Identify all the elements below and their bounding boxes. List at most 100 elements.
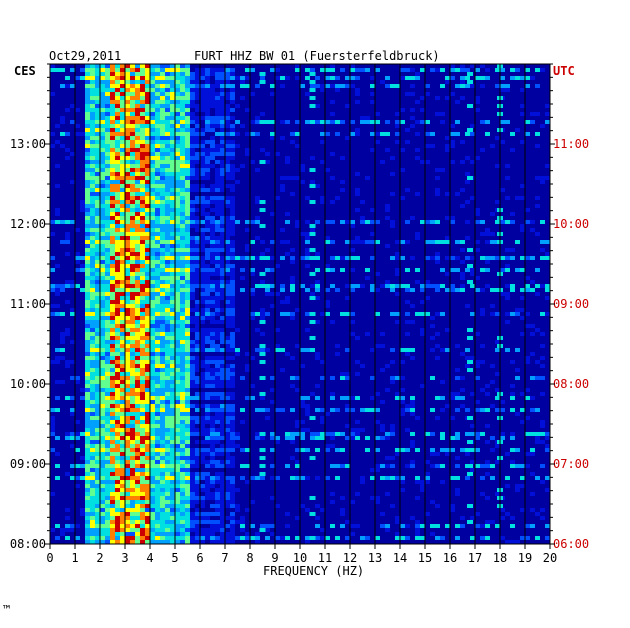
spectrogram-cell (200, 72, 205, 76)
spectrogram-cell (535, 132, 540, 136)
spectrogram-cell (165, 124, 170, 128)
spectrogram-cell (140, 412, 145, 416)
spectrogram-cell (300, 348, 305, 352)
spectrogram-cell (190, 204, 195, 208)
spectrogram-cell (105, 124, 110, 128)
spectrogram-cell (345, 240, 350, 244)
spectrogram-cell (115, 364, 120, 368)
spectrogram-cell (255, 216, 260, 220)
spectrogram-cell (160, 84, 165, 88)
spectrogram-cell (120, 144, 125, 148)
spectrogram-cell (120, 536, 125, 540)
spectrogram-cell (160, 480, 165, 484)
spectrogram-cell (185, 144, 190, 148)
spectrogram-cell (160, 264, 165, 268)
spectrogram-cell (165, 412, 170, 416)
spectrogram-cell (220, 140, 225, 144)
spectrogram-cell (135, 432, 140, 436)
spectrogram-cell (125, 536, 130, 540)
spectrogram-cell (205, 420, 210, 424)
spectrogram-cell (140, 212, 145, 216)
spectrogram-cell (100, 324, 105, 328)
spectrogram-cell (205, 312, 210, 316)
spectrogram-cell (440, 536, 445, 540)
spectrogram-cell (330, 100, 335, 104)
spectrogram-cell (545, 312, 550, 316)
spectrogram-cell (170, 516, 175, 520)
spectrogram-cell (160, 432, 165, 436)
spectrogram-cell (195, 484, 200, 488)
spectrogram-cell (85, 176, 90, 180)
spectrogram-cell (345, 436, 350, 440)
spectrogram-cell (220, 196, 225, 200)
spectrogram-cell (135, 320, 140, 324)
spectrogram-cell (140, 404, 145, 408)
spectrogram-cell (100, 464, 105, 468)
spectrogram-cell (320, 140, 325, 144)
spectrogram-cell (375, 220, 380, 224)
spectrogram-cell (120, 320, 125, 324)
tonal-line-cell (260, 320, 266, 324)
spectrogram-cell (190, 456, 195, 460)
spectrogram-cell (200, 276, 205, 280)
spectrogram-cell (95, 368, 100, 372)
spectrogram-cell (165, 352, 170, 356)
spectrogram-cell (460, 524, 465, 528)
spectrogram-cell (425, 256, 430, 260)
spectrogram-cell (195, 536, 200, 540)
spectrogram-cell (195, 184, 200, 188)
spectrogram-cell (215, 372, 220, 376)
spectrogram-cell (200, 308, 205, 312)
spectrogram-cell (220, 540, 225, 544)
spectrogram-cell (545, 240, 550, 244)
spectrogram-cell (165, 528, 170, 532)
spectrogram-cell (220, 360, 225, 364)
spectrogram-cell (190, 128, 195, 132)
spectrogram-cell (350, 64, 355, 68)
spectrogram-cell (150, 116, 155, 120)
spectrogram-cell (165, 288, 170, 292)
spectrogram-cell (115, 504, 120, 508)
spectrogram-cell (165, 432, 170, 436)
spectrogram-cell (190, 76, 195, 80)
spectrogram-cell (205, 224, 210, 228)
spectrogram-cell (100, 488, 105, 492)
spectrogram-cell (195, 520, 200, 524)
spectrogram-cell (180, 300, 185, 304)
spectrogram-cell (140, 384, 145, 388)
spectrogram-cell (220, 448, 225, 452)
spectrogram-cell (240, 80, 245, 84)
spectrogram-cell (125, 368, 130, 372)
spectrogram-cell (180, 264, 185, 268)
spectrogram-cell (135, 536, 140, 540)
spectrogram-cell (130, 176, 135, 180)
spectrogram-cell (135, 80, 140, 84)
spectrogram-cell (85, 504, 90, 508)
spectrogram-cell (130, 460, 135, 464)
spectrogram-cell (175, 372, 180, 376)
spectrogram-cell (190, 260, 195, 264)
spectrogram-cell (140, 64, 145, 68)
spectrogram-cell (220, 516, 225, 520)
spectrogram-cell (110, 268, 115, 272)
spectrogram-cell (160, 236, 165, 240)
spectrogram-cell (150, 348, 155, 352)
spectrogram-cell (180, 308, 185, 312)
spectrogram-cell (540, 332, 545, 336)
spectrogram-cell (360, 408, 365, 412)
spectrogram-cell (220, 164, 225, 168)
spectrogram-cell (200, 196, 205, 200)
spectrogram-cell (510, 516, 515, 520)
tonal-line-cell (260, 224, 266, 228)
spectrogram-cell (535, 408, 540, 412)
spectrogram-cell (295, 464, 300, 468)
spectrogram-cell (220, 492, 225, 496)
spectrogram-cell (145, 104, 150, 108)
spectrogram-cell (115, 320, 120, 324)
spectrogram-cell (160, 80, 165, 84)
spectrogram-cell (195, 440, 200, 444)
spectrogram-cell (125, 444, 130, 448)
spectrogram-cell (480, 312, 485, 316)
spectrogram-cell (230, 164, 235, 168)
spectrogram-cell (435, 96, 440, 100)
